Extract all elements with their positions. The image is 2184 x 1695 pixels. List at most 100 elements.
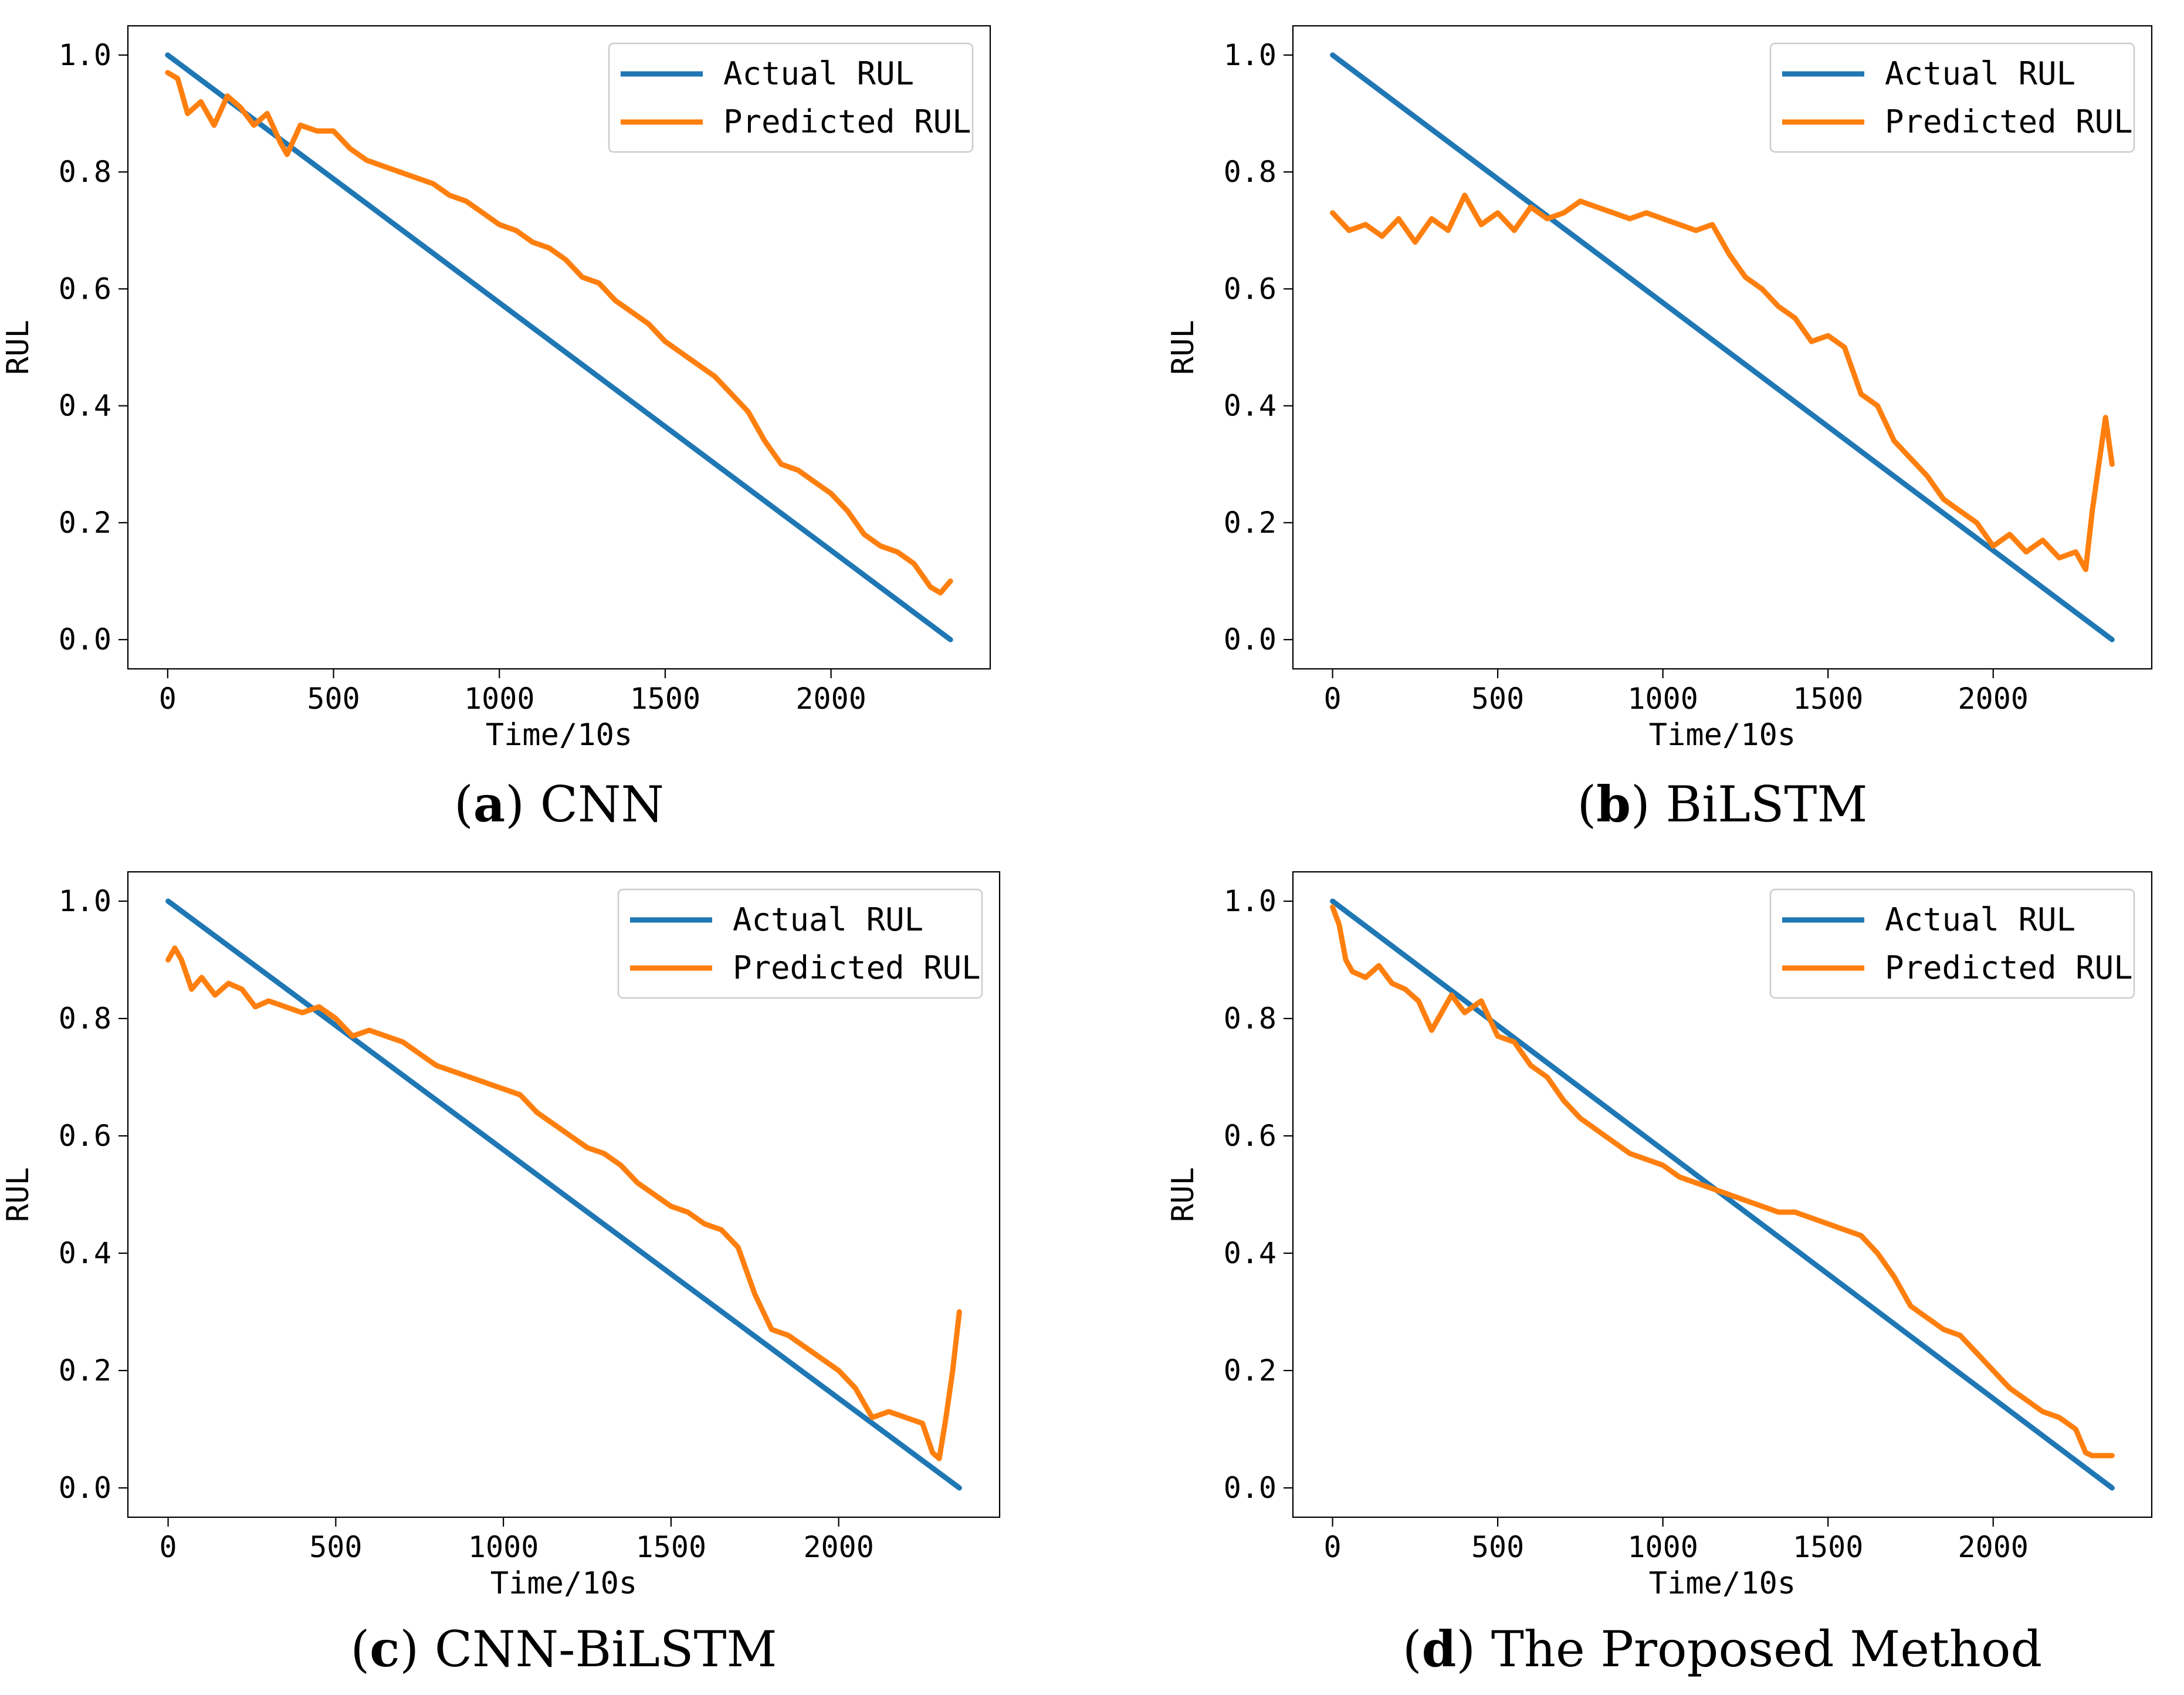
chart-panel-c: 0 500 1000 1500 2000 0.0 0.2 0.4 0.6 0.8 1.0 Time/1…	[1, 871, 1001, 1678]
chart-panel-a: 0 500 1000 1500 2000 0.0 0.2 0.4 0.6 0.8 1.0 Time/1…	[1, 25, 991, 833]
y-tick-label: 0.4	[59, 389, 111, 423]
caption-letter: d	[1422, 1620, 1457, 1678]
x-tick-label: 1500	[630, 682, 700, 716]
y-axis-label: RUL	[1166, 1167, 1201, 1222]
caption-paren-open: (	[350, 1620, 370, 1678]
chart-panel-b: 0 500 1000 1500 2000 0.0 0.2 0.4 0.6 0.8 1.0 Time/1…	[1166, 25, 2153, 833]
predicted-rul-line	[165, 70, 953, 596]
x-axis-label: Time/10s	[490, 1566, 637, 1601]
x-tick-label: 2000	[1958, 682, 2029, 716]
x-tick-label: 0	[160, 1530, 177, 1564]
predicted-rul-line	[1330, 904, 2115, 1459]
caption-paren-close: )	[399, 1620, 434, 1678]
chart-panel-d: 0 500 1000 1500 2000 0.0 0.2 0.4 0.6 0.8 1.0 Time/1…	[1166, 871, 2153, 1678]
legend-label-actual: Actual RUL	[1885, 901, 2075, 938]
panel-caption: (d) The Proposed Method	[1403, 1620, 2042, 1678]
x-tick-label: 500	[1471, 682, 1524, 716]
legend: Actual RUL Predicted RUL	[608, 42, 974, 153]
caption-paren-open: (	[454, 776, 473, 833]
caption-letter: a	[473, 775, 505, 833]
y-tick-label: 0.8	[1224, 1002, 1276, 1036]
y-tick-label: 0.2	[59, 506, 111, 540]
y-tick-label: 1.0	[1224, 38, 1276, 72]
y-tick-label: 0.4	[1224, 1236, 1276, 1270]
legend-box	[617, 888, 983, 999]
caption-paren-open: (	[1577, 776, 1597, 833]
panel-caption: (a) CNN	[454, 775, 664, 833]
y-tick-label: 1.0	[59, 38, 111, 72]
y-tick-label: 0.2	[1224, 506, 1276, 540]
x-tick-label: 2000	[803, 1530, 873, 1564]
actual-rul-line	[165, 898, 962, 1491]
x-tick-label: 500	[1471, 1530, 1524, 1564]
legend-label-predicted: Predicted RUL	[733, 949, 981, 986]
legend-box	[608, 42, 974, 153]
legend-box	[1769, 888, 2135, 999]
y-tick-label: 0.0	[59, 1471, 111, 1505]
y-axis-label: RUL	[1, 1167, 36, 1222]
legend: Actual RUL Predicted RUL	[1769, 888, 2135, 999]
x-axis-label: Time/10s	[1649, 1566, 1796, 1601]
caption-title: BiLSTM	[1666, 776, 1868, 833]
x-tick-label: 500	[307, 682, 360, 716]
y-tick-label: 0.6	[59, 1119, 111, 1153]
panel-caption: (c) CNN-BiLSTM	[350, 1620, 777, 1678]
y-tick-label: 0.0	[59, 622, 111, 657]
caption-letter: b	[1596, 775, 1631, 833]
x-tick-label: 0	[1324, 1530, 1342, 1564]
y-tick-label: 0.2	[1224, 1354, 1276, 1388]
legend-label-actual: Actual RUL	[733, 901, 923, 938]
legend-label-actual: Actual RUL	[723, 55, 914, 92]
actual-rul-line	[1330, 52, 2115, 642]
y-tick-label: 0.0	[1224, 622, 1276, 657]
predicted-rul-line	[165, 945, 962, 1461]
y-tick-label: 0.4	[59, 1236, 111, 1270]
y-tick-label: 0.6	[1224, 1119, 1276, 1153]
caption-title: CNN-BiLSTM	[435, 1620, 777, 1678]
y-axis-label: RUL	[1166, 320, 1201, 375]
legend-label-predicted: Predicted RUL	[723, 103, 971, 140]
y-tick-label: 0.4	[1224, 389, 1276, 423]
x-tick-label: 1000	[464, 682, 534, 716]
caption-paren-close: )	[505, 776, 540, 833]
caption-paren-close: )	[1456, 1620, 1491, 1678]
legend: Actual RUL Predicted RUL	[1769, 42, 2135, 153]
caption-title: The Proposed Method	[1491, 1620, 2042, 1678]
y-axis-label: RUL	[1, 320, 36, 375]
y-tick-label: 0.6	[59, 272, 111, 306]
y-tick-label: 0.8	[59, 1002, 111, 1036]
y-tick-label: 0.0	[1224, 1471, 1276, 1505]
y-tick-label: 0.6	[1224, 272, 1276, 306]
actual-rul-line	[165, 52, 953, 642]
x-tick-label: 0	[1324, 682, 1342, 716]
caption-title: CNN	[540, 776, 664, 833]
x-tick-label: 1500	[1793, 1530, 1863, 1564]
x-tick-label: 1500	[636, 1530, 706, 1564]
y-tick-label: 0.2	[59, 1354, 111, 1388]
x-axis-label: Time/10s	[486, 718, 632, 753]
x-tick-label: 1000	[1627, 1530, 1698, 1564]
caption-letter: c	[370, 1620, 399, 1678]
caption-paren-close: )	[1631, 776, 1665, 833]
legend-label-predicted: Predicted RUL	[1885, 103, 2133, 140]
predicted-rul-line	[1330, 192, 2115, 573]
y-tick-label: 0.8	[59, 155, 111, 189]
panel-caption: (b) BiLSTM	[1577, 775, 1868, 833]
caption-paren-open: (	[1403, 1620, 1422, 1678]
y-tick-label: 1.0	[59, 884, 111, 918]
legend-label-predicted: Predicted RUL	[1885, 949, 2133, 986]
y-tick-label: 0.8	[1224, 155, 1276, 189]
x-tick-label: 1000	[1627, 682, 1698, 716]
legend-label-actual: Actual RUL	[1885, 55, 2075, 92]
x-tick-label: 0	[159, 682, 177, 716]
legend: Actual RUL Predicted RUL	[617, 888, 983, 999]
x-tick-label: 2000	[795, 682, 866, 716]
x-tick-label: 500	[309, 1530, 362, 1564]
x-tick-label: 1500	[1793, 682, 1863, 716]
x-tick-label: 2000	[1958, 1530, 2029, 1564]
legend-box	[1769, 42, 2135, 153]
x-axis-label: Time/10s	[1649, 718, 1796, 753]
y-tick-label: 1.0	[1224, 884, 1276, 918]
x-tick-label: 1000	[468, 1530, 539, 1564]
